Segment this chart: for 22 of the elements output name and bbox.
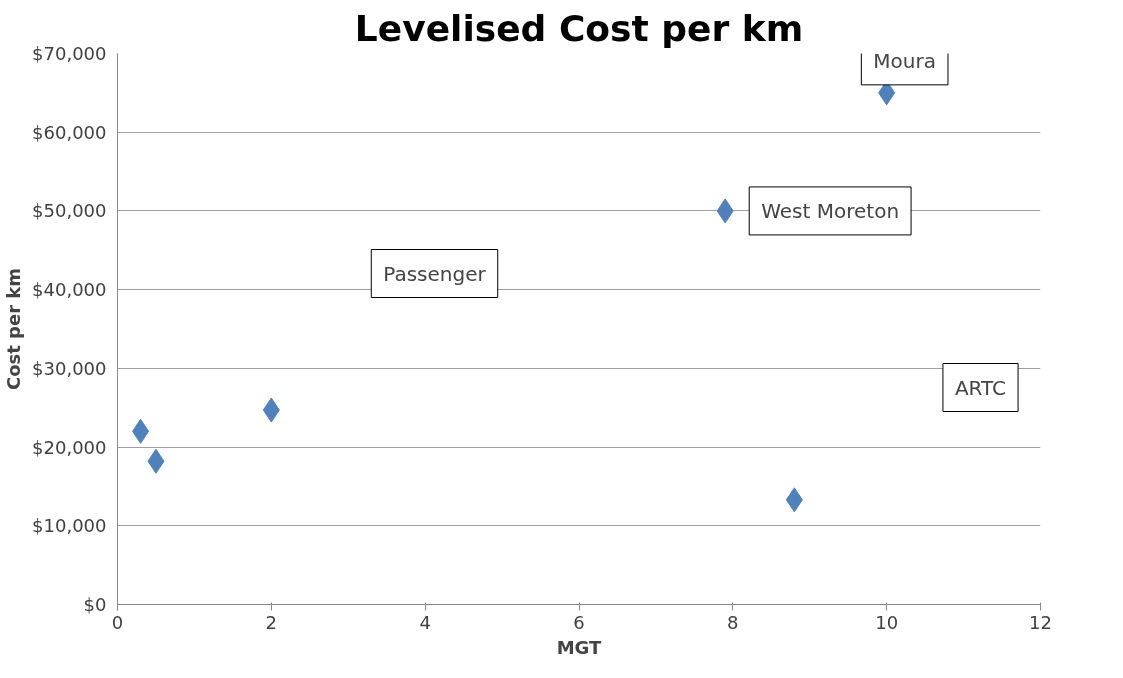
x-tick-label: 6	[573, 611, 585, 633]
y-tick-label: $40,000	[32, 279, 107, 301]
annotation: ARTC	[954, 375, 1007, 400]
x-tick-label: 8	[727, 611, 739, 633]
x-tick-label: 10	[875, 611, 899, 633]
y-tick-label: $10,000	[32, 515, 107, 537]
y-tick-label: $60,000	[32, 121, 107, 143]
chart-title: Levelised Cost per km	[354, 7, 804, 49]
x-tick-label: 4	[419, 611, 431, 633]
y-tick-label: $70,000	[32, 43, 107, 64]
y-axis-title: Cost per km	[3, 267, 25, 391]
annotation: Passenger	[383, 261, 487, 286]
x-axis-title: MGT	[556, 636, 603, 658]
annotation: West Moreton	[761, 198, 900, 223]
x-tick-label: 2	[265, 611, 278, 633]
y-tick-label: $30,000	[32, 357, 107, 379]
y-tick-label: $50,000	[32, 200, 107, 222]
annotation: Moura	[873, 48, 936, 73]
x-tick-label: 12	[1029, 611, 1052, 633]
y-tick-label: $20,000	[32, 436, 107, 458]
x-tick-label: 0	[111, 611, 124, 633]
y-tick-label: $0	[83, 594, 107, 615]
